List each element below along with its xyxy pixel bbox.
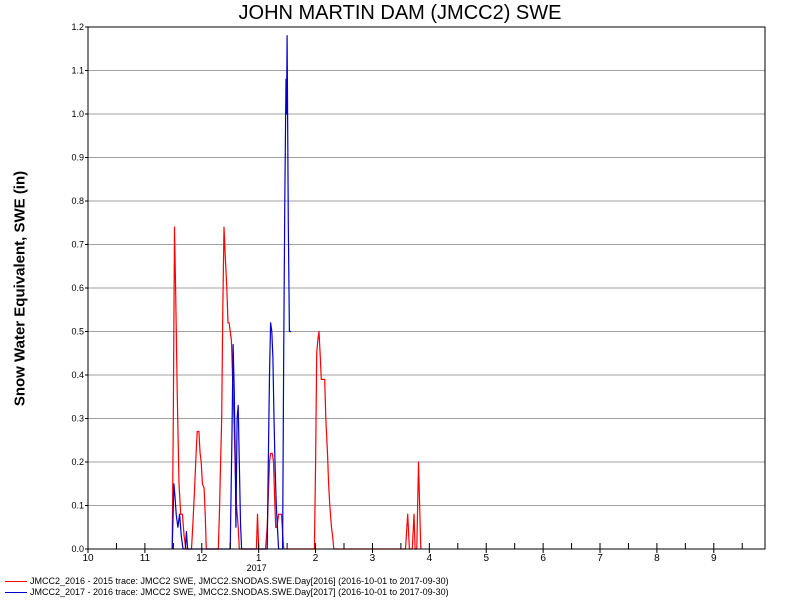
y-tick-label: 0.8 <box>71 196 84 206</box>
x-tick-label: 3 <box>370 553 376 564</box>
y-tick-label: 0.9 <box>71 153 84 163</box>
x-tick-label: 7 <box>597 553 603 564</box>
y-tick-label: 0.1 <box>71 501 84 511</box>
legend-swatch-2016 <box>5 581 27 582</box>
y-tick-label: 0.4 <box>71 370 84 380</box>
x-tick-label: 4 <box>427 553 433 564</box>
y-tick-label: 0.7 <box>71 240 84 250</box>
axes: 0.0 0.1 0.2 0.3 0.4 0.5 0.6 0.7 0.8 0.9 1.0 1.1 1.2 1… <box>71 22 743 573</box>
y-tick-label: 0.5 <box>71 327 84 337</box>
legend-label-2016: JMCC2_2016 - 2015 trace: JMCC2 SWE, JMCC… <box>30 576 449 586</box>
y-tick-label: 0.6 <box>71 283 84 293</box>
grid-lines <box>88 26 765 550</box>
legend-entry-2016: JMCC2_2016 - 2015 trace: JMCC2 SWE, JMCC… <box>5 576 449 587</box>
y-tick-label: 0.2 <box>71 457 84 467</box>
chart-title: JOHN MARTIN DAM (JMCC2) SWE <box>238 2 562 24</box>
y-tick-label: 0.0 <box>71 544 84 554</box>
x-tick-label: 2 <box>313 553 319 564</box>
x-tick-label: 1 <box>256 553 262 564</box>
legend-entry-2017: JMCC2_2017 - 2016 trace: JMCC2 SWE, JMCC… <box>5 587 449 598</box>
y-tick-label: 0.3 <box>71 414 84 424</box>
y-tick-label: 1.1 <box>71 66 84 76</box>
series-line-1 <box>171 35 292 550</box>
x-tick-label: 6 <box>540 553 546 564</box>
x-tick-label: 12 <box>196 553 208 564</box>
x-tick-label: 11 <box>140 553 151 564</box>
legend-label-2017: JMCC2_2017 - 2016 trace: JMCC2 SWE, JMCC… <box>30 587 449 597</box>
y-tick-label: 1.0 <box>71 109 84 119</box>
series-line-0 <box>171 226 422 550</box>
x-tick-label: 8 <box>654 553 660 564</box>
x-tick-label: 9 <box>711 553 717 564</box>
y-tick-label: 1.2 <box>71 22 84 32</box>
x-tick-label: 10 <box>82 553 94 564</box>
data-series <box>171 35 422 550</box>
legend-swatch-2017 <box>5 592 27 593</box>
year-label: 2017 <box>247 563 267 573</box>
legend: JMCC2_2016 - 2015 trace: JMCC2 SWE, JMCC… <box>5 576 449 598</box>
x-tick-label: 5 <box>483 553 489 564</box>
